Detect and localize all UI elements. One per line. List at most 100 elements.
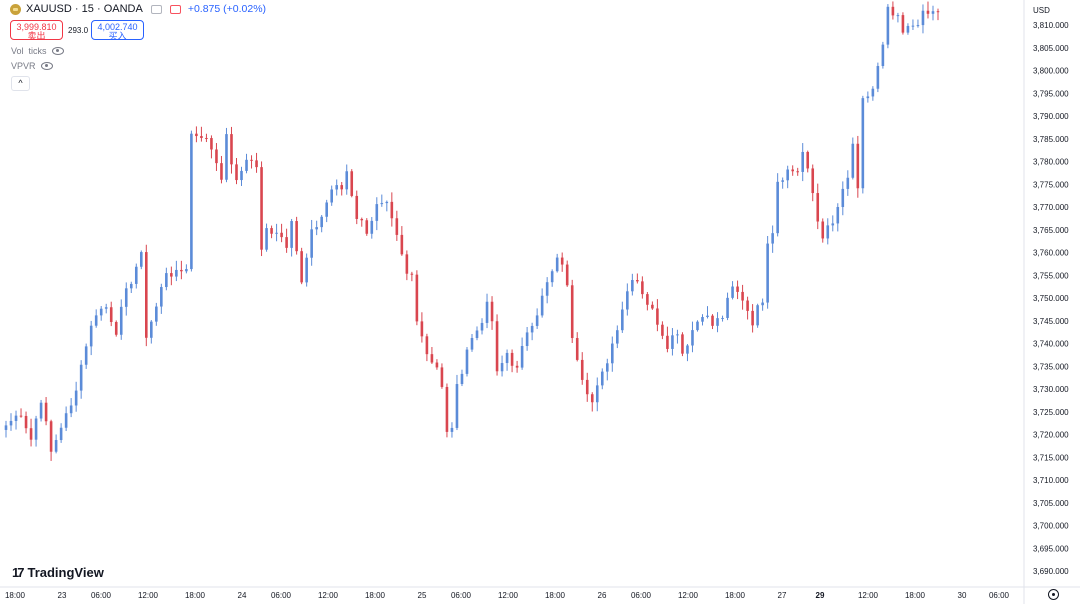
time-tick-label: 29 [816, 591, 825, 600]
candle-body [480, 322, 484, 331]
candle-body [390, 201, 394, 219]
collapse-legend-button[interactable]: ^ [11, 76, 30, 91]
candle-body [225, 134, 228, 180]
price-tick-label: 3,765.000 [1033, 226, 1069, 235]
candle-body [626, 291, 629, 310]
candle-body [520, 345, 524, 368]
candle-body [575, 338, 579, 360]
candle-body [355, 195, 359, 219]
candle-body [79, 364, 83, 391]
price-tick-label: 3,755.000 [1033, 271, 1069, 280]
candle-body [19, 415, 23, 417]
price-tick-label: 3,780.000 [1033, 158, 1069, 167]
indicator-name: Vol [11, 46, 24, 56]
data-delay-icon[interactable] [169, 4, 181, 14]
candle-body [285, 237, 288, 248]
candle-body [841, 188, 845, 208]
time-tick-label: 12:00 [858, 591, 879, 600]
candle-body [746, 300, 749, 311]
candle-body [305, 257, 308, 283]
eye-icon[interactable] [40, 62, 53, 70]
candle-body [210, 138, 213, 150]
candle-body [931, 11, 935, 14]
candle-body [84, 346, 88, 365]
eye-icon[interactable] [51, 47, 64, 55]
candle-body [555, 257, 559, 272]
indicator-name: VPVR [11, 61, 36, 71]
candle-body [490, 301, 494, 322]
price-tick-label: 3,720.000 [1033, 431, 1069, 440]
buy-button[interactable]: 4,002.740 买入 [91, 20, 144, 41]
price-tick-label: 3,775.000 [1033, 180, 1069, 189]
candle-body [150, 321, 153, 338]
candle-body [896, 15, 900, 17]
candle-body [796, 171, 799, 173]
candle-body [425, 336, 429, 355]
currency-label: USD [1033, 6, 1050, 15]
candle-body [801, 151, 805, 172]
time-tick-label: 12:00 [138, 591, 159, 600]
candle-body [360, 218, 364, 221]
candle-body [791, 169, 794, 172]
separator: · [74, 3, 79, 15]
candle-body [280, 232, 283, 238]
candle-body [916, 25, 920, 27]
candle-body [731, 286, 734, 298]
indicator-param: ticks [28, 46, 47, 56]
candle-body [886, 6, 890, 45]
candle-body [415, 274, 419, 322]
symbol-header[interactable]: XAUUSD · 15 · OANDA +0.875 (+0.02%) [10, 3, 266, 15]
candle-body [646, 294, 649, 305]
candle-body [676, 334, 679, 336]
candle-body [160, 287, 163, 307]
market-status-icon[interactable] [150, 4, 162, 14]
sell-button[interactable]: 3,999.810 卖出 [10, 20, 63, 41]
candle-body [716, 318, 719, 326]
time-tick-label: 25 [418, 591, 427, 600]
candle-body [54, 440, 58, 452]
candle-body [114, 322, 118, 335]
gold-symbol-icon [10, 3, 21, 15]
price-tick-label: 3,800.000 [1033, 67, 1069, 76]
candle-body [335, 185, 339, 190]
candle-body [891, 6, 895, 16]
candle-body [570, 285, 574, 339]
separator: · [96, 3, 101, 15]
candle-body [175, 269, 178, 277]
candle-body [365, 220, 369, 234]
candle-body [921, 10, 925, 26]
symbol-title[interactable]: XAUUSD · 15 · OANDA [26, 3, 143, 15]
candle-body [4, 425, 8, 430]
time-tick-label: 06:00 [451, 591, 472, 600]
plot-background[interactable] [0, 0, 1024, 587]
candle-body [220, 163, 223, 180]
indicator-vpvr[interactable]: VPVR [11, 61, 53, 71]
candle-body [611, 343, 614, 364]
candle-body [821, 221, 825, 239]
candle-body [661, 324, 664, 336]
candle-body [585, 379, 589, 395]
time-tick-label: 18:00 [545, 591, 566, 600]
candle-body [580, 359, 584, 380]
candle-body [34, 418, 38, 440]
candle-body [139, 252, 143, 267]
gear-icon[interactable] [1048, 589, 1059, 600]
candle-body [806, 151, 810, 169]
candle-body [145, 252, 148, 338]
candle-body [776, 181, 779, 234]
candle-body [621, 309, 624, 331]
candle-body [656, 308, 659, 325]
candle-body [310, 229, 313, 258]
tradingview-logo[interactable]: 17 TradingView [12, 565, 104, 580]
time-tick-label: 26 [598, 591, 607, 600]
candle-body [250, 159, 253, 161]
indicator-volume[interactable]: Vol ticks [11, 46, 64, 56]
time-axis[interactable]: 18:00 23 06:00 12:00 18:00 24 06:00 12:00 18:00 2… [5, 591, 1010, 600]
price-tick-label: 3,710.000 [1033, 476, 1069, 485]
price-axis[interactable]: 3,810.000 3,805.000 3,800.000 3,795.000 3,79… [1033, 21, 1069, 576]
candle-body [134, 266, 138, 284]
candle-body [590, 394, 594, 403]
candle-body [370, 220, 374, 234]
candle-body [155, 306, 158, 322]
